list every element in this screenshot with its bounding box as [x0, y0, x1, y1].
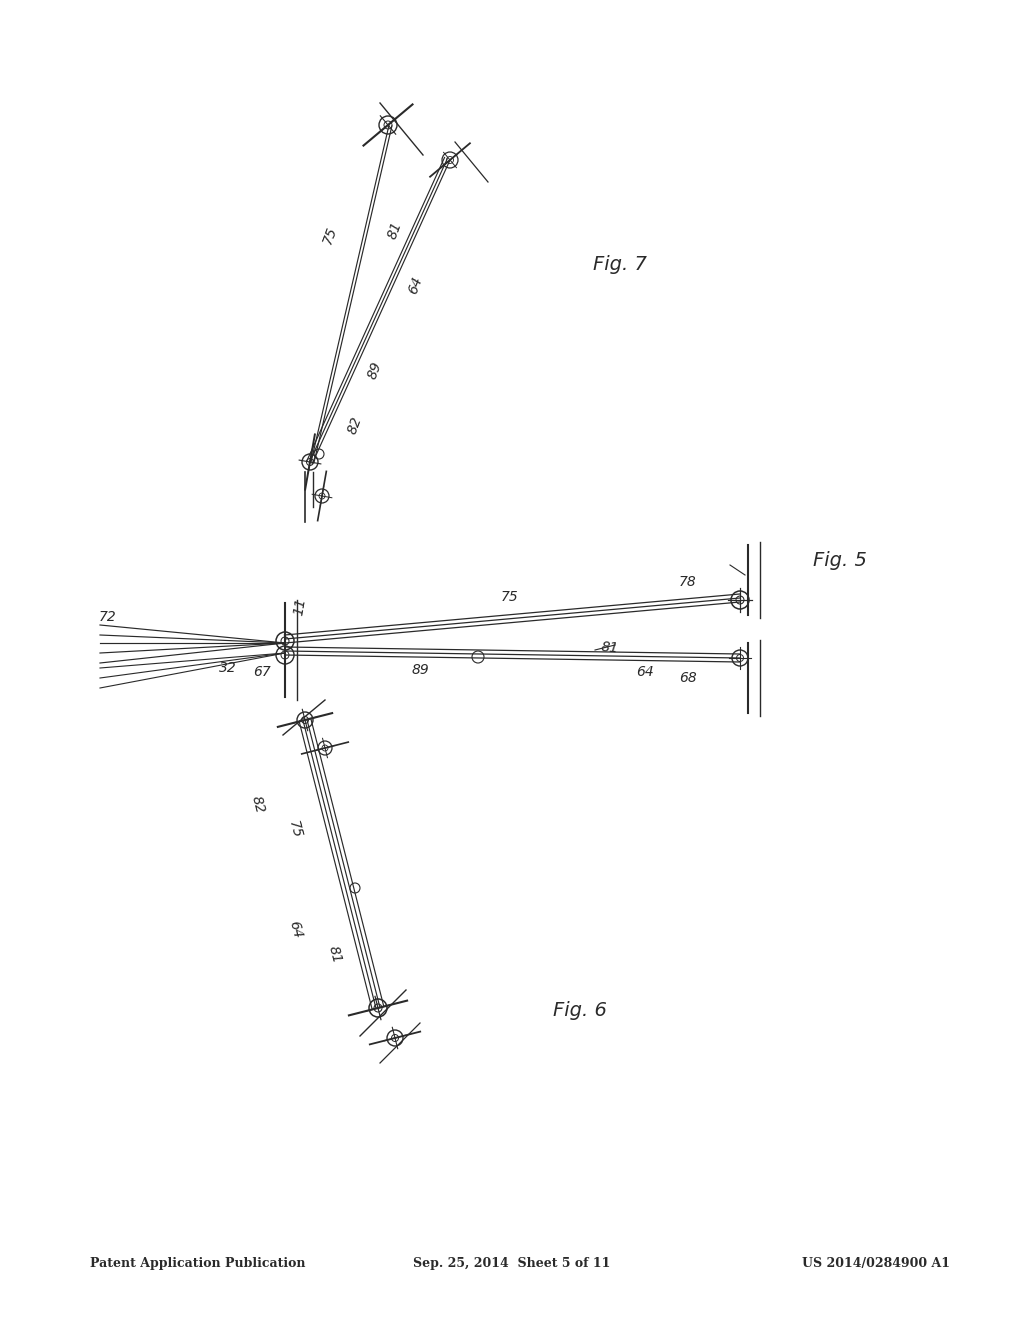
Text: 89: 89 [366, 359, 385, 380]
Text: 82: 82 [345, 414, 365, 436]
Text: 75: 75 [501, 590, 519, 605]
Text: Fig. 6: Fig. 6 [553, 1001, 607, 1019]
Text: 68: 68 [679, 671, 697, 685]
Text: US 2014/0284900 A1: US 2014/0284900 A1 [802, 1257, 950, 1270]
Text: 64: 64 [636, 665, 654, 678]
Text: 75: 75 [286, 820, 304, 841]
Text: 11: 11 [292, 597, 308, 616]
Text: Patent Application Publication: Patent Application Publication [90, 1257, 305, 1270]
Text: 67: 67 [253, 665, 271, 678]
Text: 81: 81 [326, 945, 344, 965]
Text: 32: 32 [219, 661, 237, 675]
Text: 81: 81 [600, 640, 620, 656]
Text: 89: 89 [411, 663, 429, 677]
Text: Sep. 25, 2014  Sheet 5 of 11: Sep. 25, 2014 Sheet 5 of 11 [414, 1257, 610, 1270]
Text: 64: 64 [406, 275, 425, 296]
Text: Fig. 7: Fig. 7 [593, 256, 647, 275]
Text: 64: 64 [286, 920, 304, 940]
Text: Fig. 5: Fig. 5 [813, 550, 867, 569]
Text: 82: 82 [249, 795, 267, 816]
Text: 78: 78 [679, 576, 697, 589]
Text: 81: 81 [385, 219, 404, 240]
Text: 72: 72 [99, 610, 117, 624]
Text: 75: 75 [321, 224, 340, 246]
